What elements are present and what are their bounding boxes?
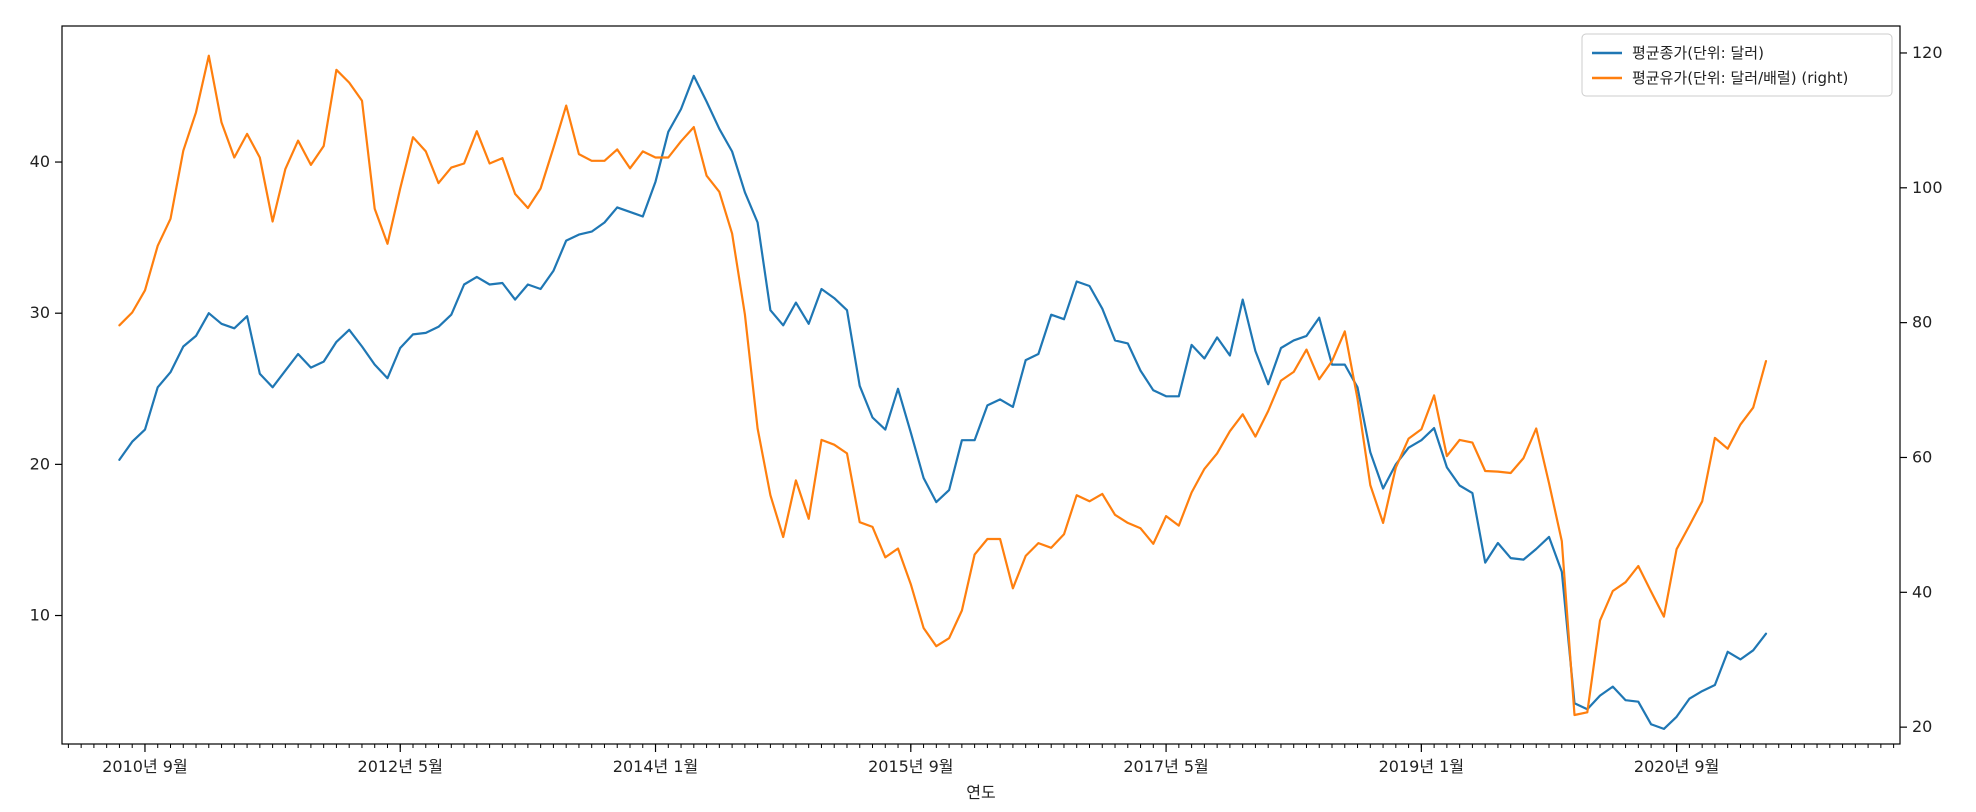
y-right-tick-label: 40 xyxy=(1912,582,1932,601)
x-axis: 2010년 9월 2012년 5월 2014년 1월 2015년 9월 2017년 5월… xyxy=(102,744,1719,776)
x-tick-label: 2015년 9월 xyxy=(868,757,953,776)
legend-label: 평균종가(단위: 달러) xyxy=(1632,44,1764,62)
y-left-tick-label: 40 xyxy=(30,152,50,171)
legend: 평균종가(단위: 달러) 평균유가(단위: 달러/배럴) (right) xyxy=(1581,33,1893,97)
series-line-oil xyxy=(118,54,1768,717)
x-tick-label: 2020년 9월 xyxy=(1634,757,1719,776)
legend-label: 평균유가(단위: 달러/배럴) (right) xyxy=(1632,69,1848,87)
y-right-tick-label: 80 xyxy=(1912,313,1932,332)
y-left-tick-label: 10 xyxy=(30,606,50,625)
x-tick-label: 2010년 9월 xyxy=(102,757,187,776)
y-right-tick-label: 100 xyxy=(1912,178,1943,197)
y-right-tick-label: 60 xyxy=(1912,447,1932,466)
y-axis-left: 10 20 30 40 xyxy=(30,152,62,625)
y-right-tick-label: 20 xyxy=(1912,717,1932,736)
y-axis-right: 20 40 60 80 100 120 xyxy=(1900,43,1943,736)
x-tick-label: 2019년 1월 xyxy=(1379,757,1464,776)
x-tick-label: 2014년 1월 xyxy=(613,757,698,776)
x-tick-label: 2012년 5월 xyxy=(358,757,443,776)
x-minor-ticks xyxy=(67,744,1895,748)
plot-area-frame xyxy=(61,25,1901,745)
y-left-tick-label: 20 xyxy=(30,454,50,473)
x-tick-label: 2017년 5월 xyxy=(1123,757,1208,776)
x-axis-title: 연도 xyxy=(966,783,995,802)
y-left-tick-label: 30 xyxy=(30,303,50,322)
series-line-price xyxy=(118,74,1768,731)
legend-box xyxy=(1581,33,1893,97)
series-layer xyxy=(118,54,1768,731)
y-right-tick-label: 120 xyxy=(1912,43,1943,62)
